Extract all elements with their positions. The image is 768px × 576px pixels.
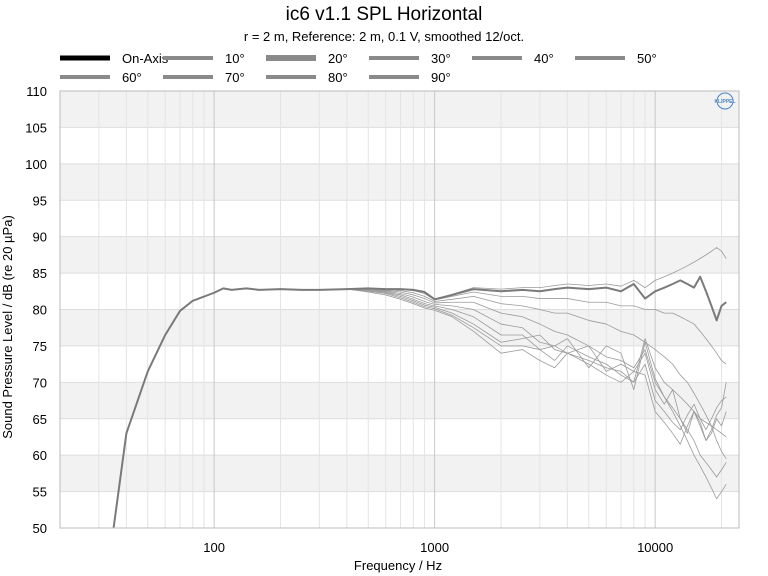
legend-label: 30° — [431, 51, 451, 66]
legend-label: 90° — [431, 70, 451, 85]
plot-band — [60, 236, 739, 274]
y-tick-label: 100 — [25, 157, 47, 172]
legend-label: 10° — [225, 51, 245, 66]
y-tick-label: 65 — [33, 412, 47, 427]
plot-series — [112, 247, 727, 528]
y-tick-label: 95 — [33, 193, 47, 208]
plot-band — [60, 455, 739, 492]
y-tick-label: 105 — [25, 120, 47, 135]
y-tick-label: 55 — [33, 485, 47, 500]
legend-label: 80° — [328, 70, 348, 85]
legend-label: 70° — [225, 70, 245, 85]
y-tick-label: 60 — [33, 448, 47, 463]
plot-band — [60, 91, 739, 128]
legend-label: On-Axis — [122, 51, 169, 66]
legend-label: 40° — [534, 51, 554, 66]
logo-text: KLIPPEL — [714, 99, 735, 105]
plot-band — [60, 382, 739, 419]
y-tick-label: 80 — [33, 303, 47, 318]
x-axis-label: Frequency / Hz — [354, 558, 442, 573]
y-tick-label: 70 — [33, 375, 47, 390]
plot-frame-rect — [59, 90, 740, 529]
plot-frame — [59, 90, 740, 529]
legend-label: 60° — [122, 70, 142, 85]
plot-band — [60, 309, 739, 346]
y-tick-label: 75 — [33, 339, 47, 354]
logo-circle — [716, 92, 734, 110]
legend: On-Axis 10° 20° 30° 40° 50° 60° 70° 80° 90° — [60, 51, 657, 85]
y-tick-label: 90 — [33, 230, 47, 245]
plot-band — [60, 163, 739, 201]
x-tick-label: 10000 — [637, 540, 673, 555]
legend-label: 50° — [637, 51, 657, 66]
y-tick-label: 110 — [26, 84, 47, 99]
klippel-logo: KLIPPEL — [714, 92, 736, 110]
x-tick-label: 100 — [203, 540, 225, 555]
tick-labels: 50 55 60 65 70 75 80 85 90 95 100 105 110 100 1000 1000… — [25, 84, 673, 555]
legend-label: 20° — [328, 51, 348, 66]
chart-subtitle: r = 2 m, Reference: 2 m, 0.1 V, smoothed… — [244, 29, 524, 44]
y-tick-label: 85 — [33, 266, 47, 281]
chart-title: ic6 v1.1 SPL Horizontal — [286, 4, 483, 25]
x-tick-label: 1000 — [420, 540, 449, 555]
series-line-on-axis — [112, 275, 727, 528]
y-axis-label: Sound Pressure Level / dB (re 20 µPa) — [0, 215, 15, 439]
y-tick-label: 50 — [33, 521, 47, 536]
